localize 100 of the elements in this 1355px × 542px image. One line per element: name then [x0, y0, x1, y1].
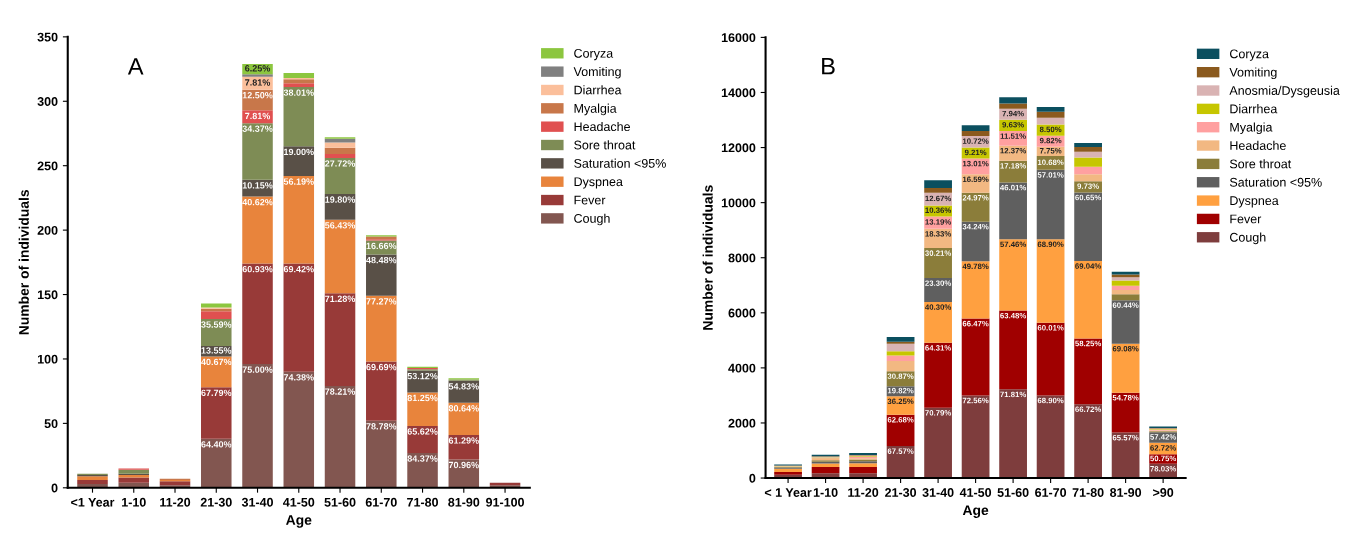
- y-tick-label: 16000: [721, 33, 756, 43]
- legend-label: Myalgia: [1230, 122, 1273, 135]
- legend-label: Cough: [1230, 232, 1266, 245]
- annotation: 74.38%: [283, 374, 314, 381]
- y-tick-label: 300: [37, 97, 58, 106]
- x-tick-label: 31-40: [922, 488, 954, 497]
- annotation: 6.25%: [245, 65, 271, 72]
- legend-label: Sore throat: [574, 140, 636, 150]
- legend-label: Diarrhea: [574, 85, 622, 95]
- x-tick-label: 51-60: [997, 488, 1029, 497]
- x-axis-title: Age: [962, 505, 989, 518]
- x-tick-label: >90: [1153, 488, 1174, 497]
- y-tick-label: 350: [37, 32, 58, 42]
- annotation: 13.55%: [201, 347, 232, 354]
- legend-label: Headache: [574, 121, 630, 132]
- y-tick-label: 12000: [721, 143, 756, 153]
- x-tick-label: < 1 Year: [764, 488, 812, 497]
- y-tick-label: 4000: [728, 363, 756, 373]
- x-tick-label: 41-50: [282, 497, 315, 507]
- text: A: [127, 58, 144, 75]
- annotation: 70.96%: [448, 461, 479, 469]
- annotation: 56.43%: [325, 222, 356, 229]
- annotation: 80.64%: [448, 405, 479, 412]
- annotation: 7.81%: [245, 112, 271, 120]
- y-tick-label: 150: [37, 290, 58, 300]
- y-tick-label: 10000: [721, 198, 756, 208]
- legend-label: Anosmia/Dysgeusia: [1229, 85, 1340, 98]
- x-tick-label: 21-30: [200, 497, 232, 507]
- y-axis-title: Number of individuals: [702, 185, 713, 330]
- y-tick-label: 50: [44, 419, 58, 429]
- legend-label: Saturation <95%: [574, 158, 666, 168]
- annotation: 7.81%: [245, 79, 271, 86]
- legend-label: Vomiting: [1229, 67, 1277, 80]
- annotation: 12.50%: [242, 92, 273, 99]
- legend-label: Saturation <95%: [1229, 177, 1322, 187]
- annotation: 78.21%: [325, 388, 356, 395]
- x-tick-label: 71-80: [1072, 488, 1104, 497]
- annotation: 35.59%: [201, 321, 232, 328]
- annotation: 10.15%: [242, 182, 273, 189]
- annotation: 81.25%: [407, 394, 438, 402]
- annotation: 38.01%: [283, 89, 314, 96]
- x-tick-label: 61-70: [1035, 488, 1067, 497]
- x-tick-label: 91-100: [486, 497, 524, 507]
- x-tick-label: <1 Year: [71, 497, 115, 507]
- annotation: 75.00%: [242, 366, 273, 373]
- annotation: 19.00%: [284, 148, 314, 156]
- y-tick-label: 14000: [721, 88, 756, 98]
- annotation: 19.80%: [325, 196, 356, 203]
- x-tick-label: 51-60: [324, 497, 356, 507]
- x-tick-label: 1-10: [122, 497, 146, 507]
- x-tick-label: 21-30: [885, 488, 917, 497]
- annotation: 71.28%: [325, 295, 356, 302]
- legend-label: Fever: [1230, 214, 1262, 224]
- annotation: 69.69%: [366, 363, 397, 371]
- y-tick-label: 200: [37, 225, 58, 235]
- y-tick-label: 2000: [728, 418, 756, 428]
- annotation: 27.72%: [325, 160, 356, 167]
- annotation: 60.93%: [242, 265, 273, 273]
- y-tick-label: 6000: [728, 308, 756, 318]
- annotation: 48.48%: [366, 256, 397, 264]
- x-tick-label: 1-10: [813, 488, 838, 497]
- legend-label: Dyspnea: [1230, 196, 1279, 208]
- x-axis-title: Age: [286, 515, 312, 528]
- annotation: 84.37%: [407, 455, 438, 462]
- legend-label: Myalgia: [574, 103, 617, 116]
- y-axis-title: Number of individuals: [18, 189, 29, 335]
- annotation: 54.83%: [448, 383, 479, 390]
- annotation: 34.37%: [242, 125, 273, 132]
- annotation: 77.27%: [366, 298, 397, 305]
- x-tick-label: 11-20: [160, 497, 191, 507]
- legend-label: Vomiting: [573, 66, 621, 79]
- annotation: 69.42%: [283, 265, 314, 273]
- legend-label: Sore throat: [1229, 159, 1292, 169]
- annotation: 64.40%: [201, 441, 232, 448]
- annotation: 16.66%: [366, 242, 397, 250]
- y-tick-label: 0: [749, 473, 756, 483]
- annotation: 67.79%: [201, 389, 232, 397]
- text: B: [822, 58, 835, 75]
- legend-label: Headache: [1230, 140, 1286, 150]
- x-tick-label: 81-90: [1110, 488, 1142, 497]
- x-tick-label: 31-40: [241, 497, 273, 507]
- annotation: 65.62%: [407, 428, 438, 435]
- legend-label: Fever: [574, 195, 606, 205]
- legend-label: Dyspnea: [574, 177, 623, 189]
- annotation: 40.67%: [201, 358, 232, 366]
- x-tick-label: 11-20: [848, 488, 879, 497]
- annotation: 40.62%: [242, 198, 273, 206]
- annotation: 61.29%: [448, 437, 479, 444]
- x-tick-label: 71-80: [407, 497, 439, 507]
- annotation: 78.78%: [366, 423, 397, 430]
- legend-label: Cough: [574, 213, 610, 226]
- y-tick-label: 100: [37, 354, 58, 364]
- y-tick-label: 0: [51, 483, 58, 493]
- x-tick-label: 41-50: [959, 488, 992, 497]
- legend-label: Coryza: [1230, 49, 1269, 61]
- x-tick-label: 61-70: [365, 497, 397, 507]
- x-tick-label: 81-90: [448, 497, 480, 507]
- legend-label: Diarrhea: [1230, 104, 1278, 114]
- y-tick-label: 250: [37, 161, 58, 171]
- legend-label: Coryza: [574, 48, 614, 61]
